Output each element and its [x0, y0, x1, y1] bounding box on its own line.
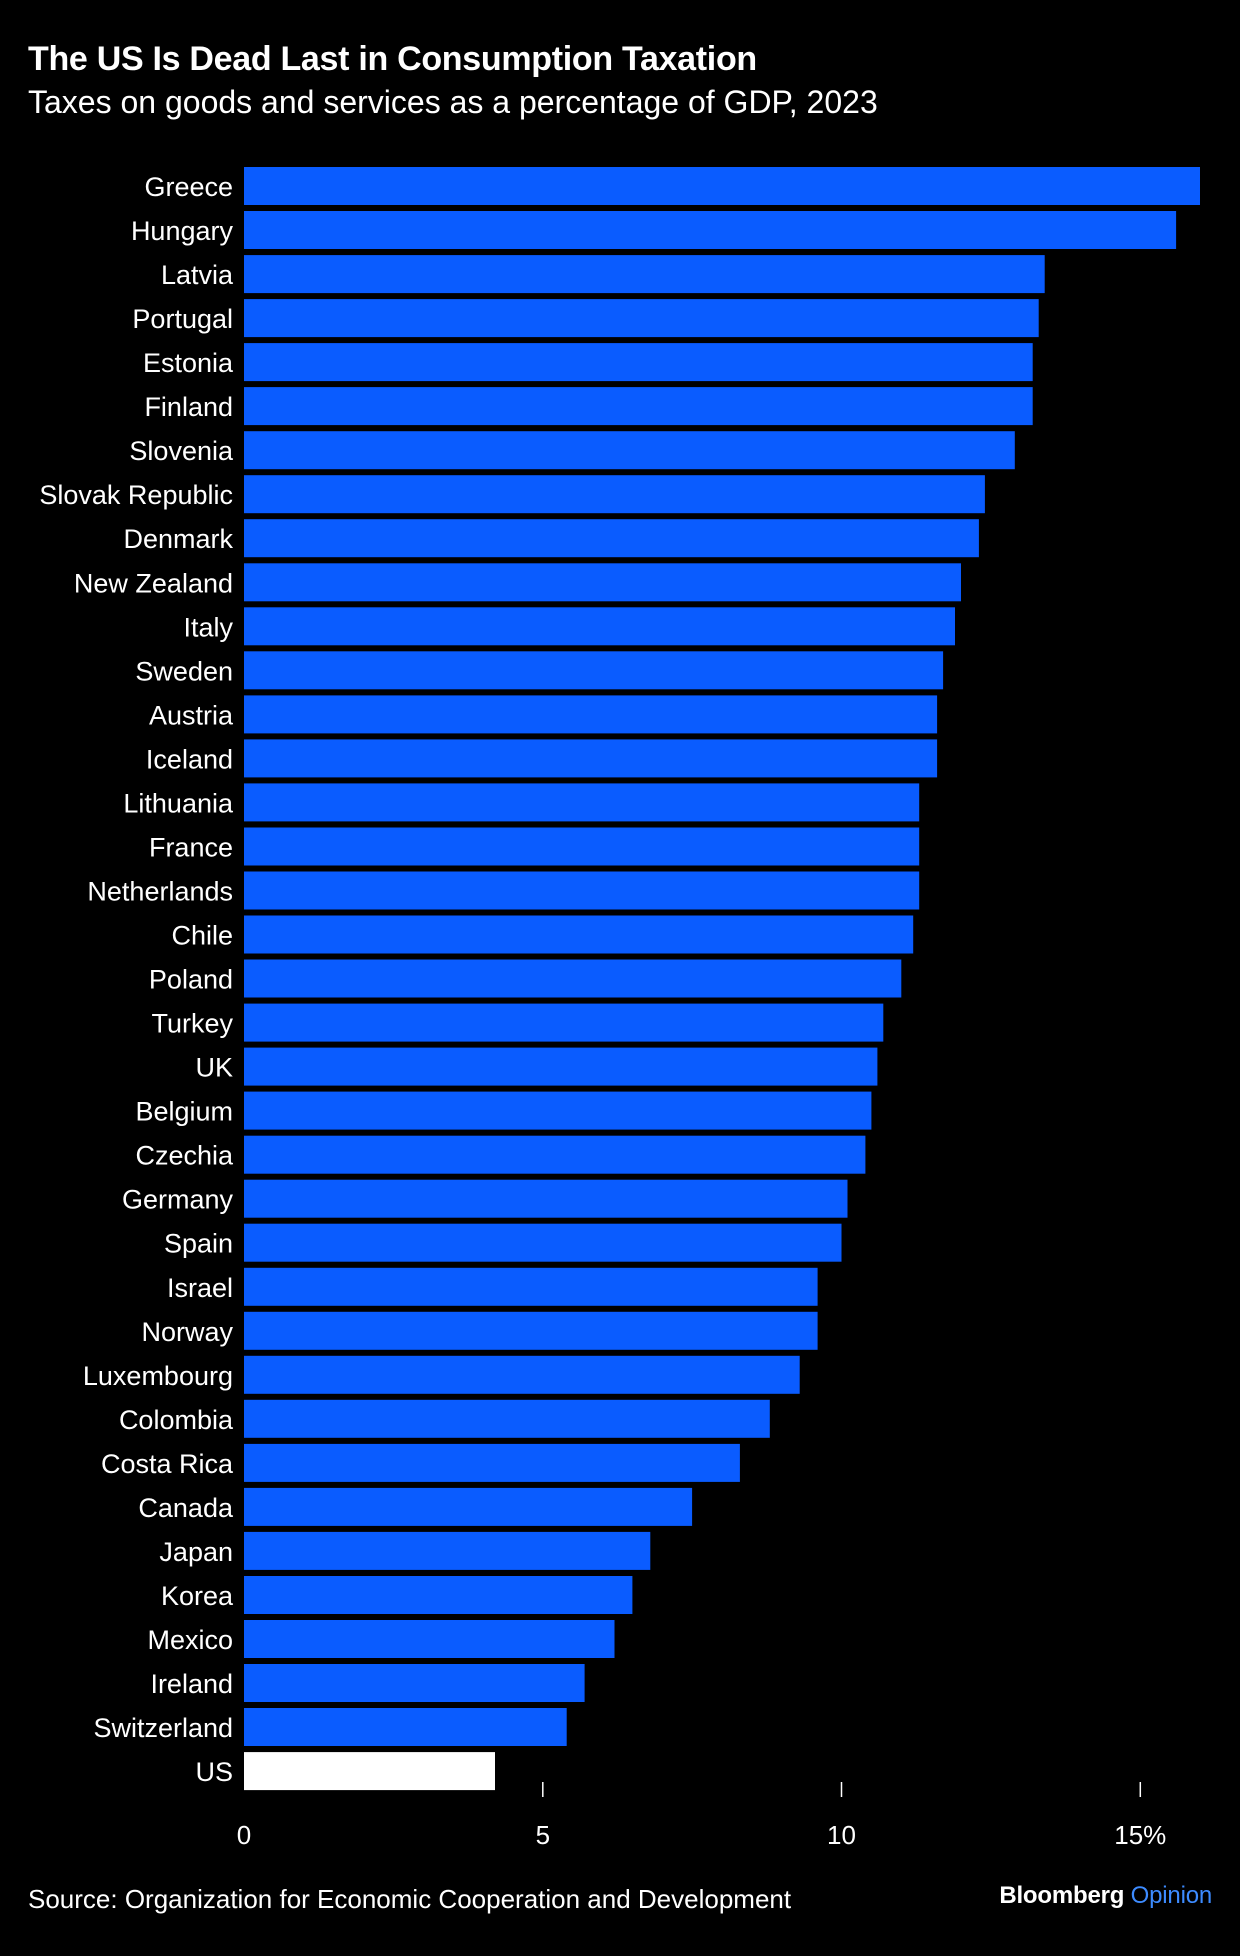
category-label: UK — [195, 1053, 233, 1083]
brand-section: Opinion — [1130, 1882, 1213, 1909]
bar-czechia — [244, 1135, 866, 1174]
bar-belgium — [244, 1091, 872, 1130]
x-tick-label: 10 — [827, 1820, 856, 1850]
source-note: Source: Organization for Economic Cooper… — [28, 1884, 792, 1914]
bar-portugal — [244, 299, 1039, 338]
bar-korea — [244, 1576, 633, 1614]
category-label: Lithuania — [123, 788, 234, 818]
bar-chile — [244, 915, 914, 954]
x-tick-label: 0 — [237, 1820, 251, 1850]
category-label: Netherlands — [87, 877, 233, 907]
category-label: Colombia — [119, 1405, 234, 1435]
x-tick-label: 5 — [536, 1820, 550, 1850]
bar-estonia — [244, 343, 1033, 382]
category-label: Austria — [149, 700, 234, 730]
category-label: Canada — [138, 1493, 234, 1523]
brand-logo: Bloomberg Opinion — [999, 1882, 1212, 1910]
category-label: Denmark — [123, 524, 233, 554]
bar-netherlands — [244, 871, 920, 910]
brand-name: Bloomberg — [999, 1882, 1125, 1909]
bar-slovenia — [244, 431, 1015, 470]
bar-canada — [244, 1487, 693, 1526]
bar-spain — [244, 1223, 842, 1262]
bar-luxembourg — [244, 1355, 800, 1394]
category-labels: Greece Hungary Latvia Portugal Estonia Finlan… — [39, 172, 234, 1787]
category-label: Poland — [149, 965, 233, 995]
bar-germany — [244, 1179, 848, 1218]
bars-layer — [244, 167, 1200, 1791]
bar-norway — [244, 1311, 818, 1350]
category-label: Italy — [183, 612, 233, 642]
bar-iceland — [244, 739, 938, 778]
bar-hungary — [244, 211, 1177, 249]
category-label: Portugal — [132, 304, 233, 334]
category-label: Finland — [144, 392, 233, 422]
category-label: Estonia — [143, 348, 234, 378]
category-label: Slovenia — [129, 436, 234, 466]
category-label: Spain — [164, 1229, 233, 1259]
bar-switzerland — [244, 1708, 567, 1746]
x-axis: 0 5 10 15% — [237, 1782, 1166, 1850]
chart-title: The US Is Dead Last in Consumption Taxat… — [28, 40, 757, 78]
category-label: Germany — [122, 1185, 234, 1215]
bar-latvia — [244, 255, 1045, 294]
category-label: Turkey — [151, 1009, 233, 1039]
category-label: Ireland — [150, 1669, 233, 1699]
category-label: Israel — [167, 1273, 233, 1303]
category-label: France — [149, 833, 233, 863]
category-label: Czechia — [135, 1141, 234, 1171]
bar-lithuania — [244, 783, 920, 822]
category-label: Mexico — [147, 1625, 233, 1655]
bar-turkey — [244, 1003, 884, 1042]
bar-mexico — [244, 1620, 615, 1658]
category-label: Norway — [141, 1317, 233, 1347]
category-label: Sweden — [135, 656, 233, 686]
bar-costa-rica — [244, 1443, 740, 1482]
bar-slovak-republic — [244, 475, 985, 514]
bar-france — [244, 827, 920, 866]
bar-austria — [244, 695, 938, 734]
bar-sweden — [244, 651, 944, 690]
bar-new-zealand — [244, 563, 961, 602]
category-label: Latvia — [161, 260, 234, 290]
x-tick-label: 15% — [1114, 1820, 1166, 1850]
category-label: Chile — [171, 921, 233, 951]
bar-israel — [244, 1267, 818, 1306]
chart-subtitle: Taxes on goods and services as a percent… — [28, 84, 878, 120]
bar-colombia — [244, 1399, 770, 1438]
category-label: Hungary — [131, 216, 234, 246]
category-label: Luxembourg — [83, 1361, 233, 1391]
category-label: Costa Rica — [101, 1449, 234, 1479]
bar-greece — [244, 167, 1200, 205]
bar-denmark — [244, 519, 979, 558]
category-label: Korea — [161, 1581, 234, 1611]
category-label: Slovak Republic — [39, 480, 233, 510]
category-label: Switzerland — [93, 1713, 233, 1743]
bar-italy — [244, 607, 955, 646]
bar-poland — [244, 959, 902, 998]
category-label: Greece — [144, 172, 233, 202]
bar-japan — [244, 1531, 651, 1570]
category-label: Belgium — [135, 1097, 233, 1127]
category-label: New Zealand — [74, 568, 233, 598]
bar-uk — [244, 1047, 878, 1086]
category-label: Japan — [159, 1537, 233, 1567]
bar-ireland — [244, 1664, 585, 1702]
bar-finland — [244, 387, 1033, 426]
category-label: US — [195, 1757, 233, 1787]
category-label: Iceland — [146, 744, 233, 774]
bar-us — [244, 1752, 495, 1791]
